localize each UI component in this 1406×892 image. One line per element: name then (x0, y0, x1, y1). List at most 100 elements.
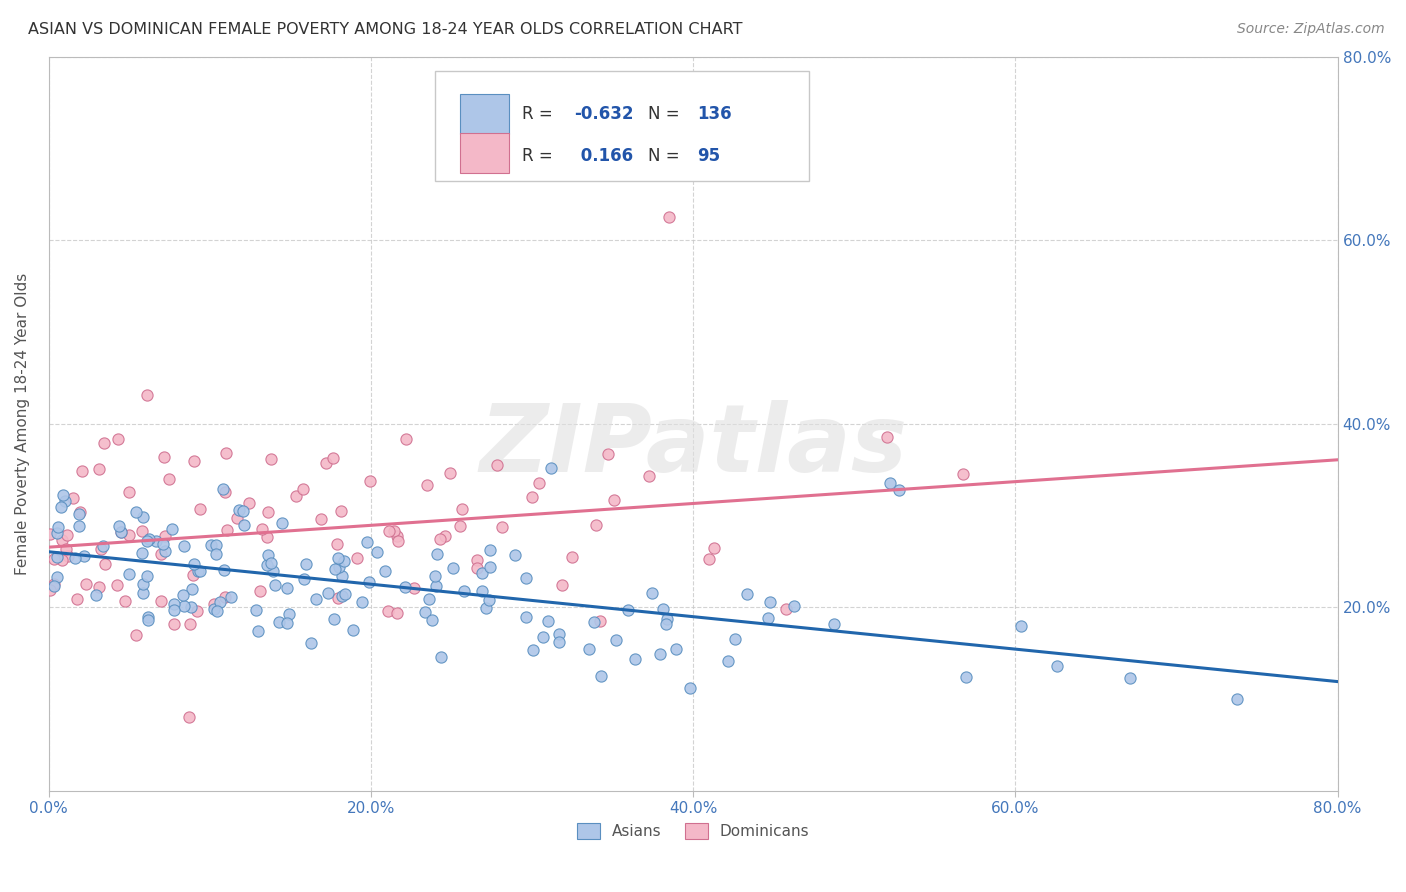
Point (333, 554, 356, 568)
Point (152, 537, 174, 551)
Point (138, 532, 160, 546)
Point (605, 632, 627, 647)
Point (245, 603, 267, 617)
Point (651, 602, 673, 616)
Point (430, 649, 453, 664)
Point (299, 636, 322, 650)
Point (257, 504, 280, 518)
Point (657, 612, 679, 626)
Point (181, 568, 204, 582)
Point (1226, 691, 1249, 706)
Point (118, 485, 141, 500)
Point (205, 538, 228, 552)
Point (271, 516, 294, 531)
Point (180, 582, 202, 597)
Text: N =: N = (648, 147, 685, 165)
Point (823, 617, 845, 632)
Point (110, 524, 132, 539)
Point (180, 599, 202, 614)
Point (136, 569, 159, 583)
Point (478, 559, 501, 574)
Point (655, 616, 678, 631)
Point (58, 549, 80, 564)
Point (783, 599, 806, 614)
Point (259, 556, 281, 570)
Point (322, 612, 344, 626)
Point (249, 584, 271, 599)
Point (335, 587, 357, 601)
Point (658, 211, 681, 225)
Point (515, 571, 537, 585)
Point (62, 491, 84, 506)
Point (309, 511, 332, 525)
Point (471, 583, 494, 598)
Point (328, 551, 350, 566)
FancyBboxPatch shape (436, 71, 810, 181)
Point (503, 548, 526, 562)
Point (276, 581, 298, 595)
Point (205, 604, 228, 618)
Point (433, 529, 456, 543)
Point (879, 476, 901, 491)
Point (118, 528, 141, 542)
Point (278, 607, 301, 621)
Point (515, 610, 537, 624)
Point (214, 485, 236, 500)
Point (49, 500, 72, 515)
Point (471, 566, 494, 580)
Point (276, 615, 298, 630)
Point (262, 564, 284, 578)
Point (46, 549, 69, 564)
Point (163, 617, 186, 632)
Point (136, 387, 159, 401)
Point (547, 634, 569, 648)
Point (200, 537, 222, 551)
Text: ASIAN VS DOMINICAN FEMALE POVERTY AMONG 18-24 YEAR OLDS CORRELATION CHART: ASIAN VS DOMINICAN FEMALE POVERTY AMONG … (28, 22, 742, 37)
Point (212, 482, 235, 496)
Point (703, 541, 725, 556)
Point (205, 547, 228, 561)
Point (420, 613, 443, 627)
Point (582, 615, 605, 629)
Point (352, 595, 374, 609)
Point (188, 564, 211, 578)
Point (404, 581, 426, 595)
Point (330, 589, 353, 603)
Point (70, 464, 93, 478)
Y-axis label: Female Poverty Among 18-24 Year Olds: Female Poverty Among 18-24 Year Olds (15, 272, 30, 574)
Point (173, 539, 195, 553)
Text: 95: 95 (697, 147, 720, 165)
Point (94, 558, 117, 572)
Point (186, 603, 208, 617)
Point (589, 614, 612, 628)
Point (377, 604, 399, 618)
Point (527, 475, 550, 490)
Point (326, 591, 349, 606)
Point (374, 565, 396, 579)
Point (724, 632, 747, 647)
Point (665, 641, 688, 656)
Point (53, 493, 76, 508)
Point (87, 580, 110, 594)
Point (260, 451, 283, 466)
Point (735, 587, 758, 601)
Point (55, 541, 77, 556)
Point (188, 502, 211, 516)
Point (578, 642, 600, 657)
Point (232, 518, 254, 533)
Point (125, 505, 148, 519)
Point (330, 504, 353, 518)
Text: R =: R = (522, 147, 558, 165)
Point (67, 518, 90, 533)
Point (952, 467, 974, 481)
Point (87, 462, 110, 476)
Point (425, 579, 447, 593)
Point (226, 511, 249, 525)
Point (366, 545, 388, 559)
Point (136, 534, 159, 549)
Point (1046, 659, 1069, 673)
Text: Source: ZipAtlas.com: Source: ZipAtlas.com (1237, 22, 1385, 37)
Point (394, 580, 416, 594)
Point (45, 569, 67, 583)
Point (717, 654, 740, 668)
